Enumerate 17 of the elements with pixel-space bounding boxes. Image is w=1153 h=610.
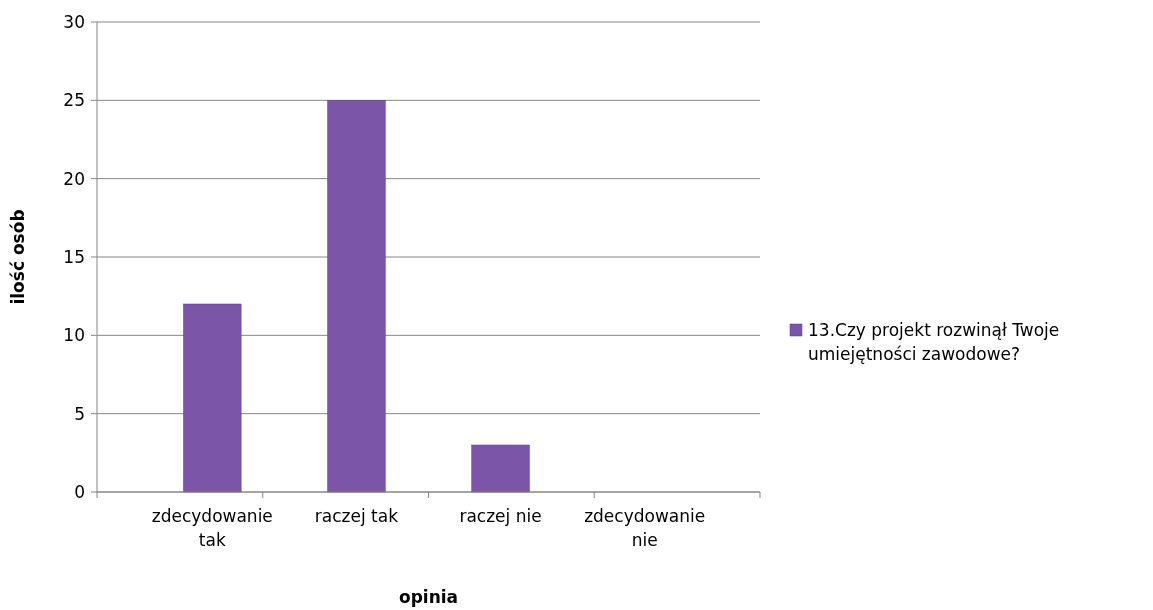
x-tick-label: zdecydowanie tak	[151, 506, 273, 550]
y-tick-label: 5	[74, 403, 85, 424]
legend-label: 13.Czy projekt rozwinął Twoje umiejętności zawodowe?	[808, 319, 1060, 364]
bar	[327, 100, 386, 493]
y-tick-label: 15	[63, 246, 85, 267]
y-tick-label: 30	[63, 11, 85, 32]
y-tick-label: 0	[74, 481, 85, 502]
y-tick-label: 10	[63, 325, 85, 346]
bar	[183, 303, 242, 493]
y-axis-title: ilość osób	[8, 209, 28, 305]
y-tick-label: 25	[63, 90, 85, 111]
x-tick-label: raczej tak	[314, 506, 399, 526]
x-axis-title: opinia	[398, 587, 459, 607]
y-tick-label: 20	[63, 168, 85, 189]
bar	[471, 444, 530, 493]
x-tick-label: raczej nie	[459, 506, 542, 526]
x-tick-label: zdecydowanie nie	[584, 506, 706, 550]
